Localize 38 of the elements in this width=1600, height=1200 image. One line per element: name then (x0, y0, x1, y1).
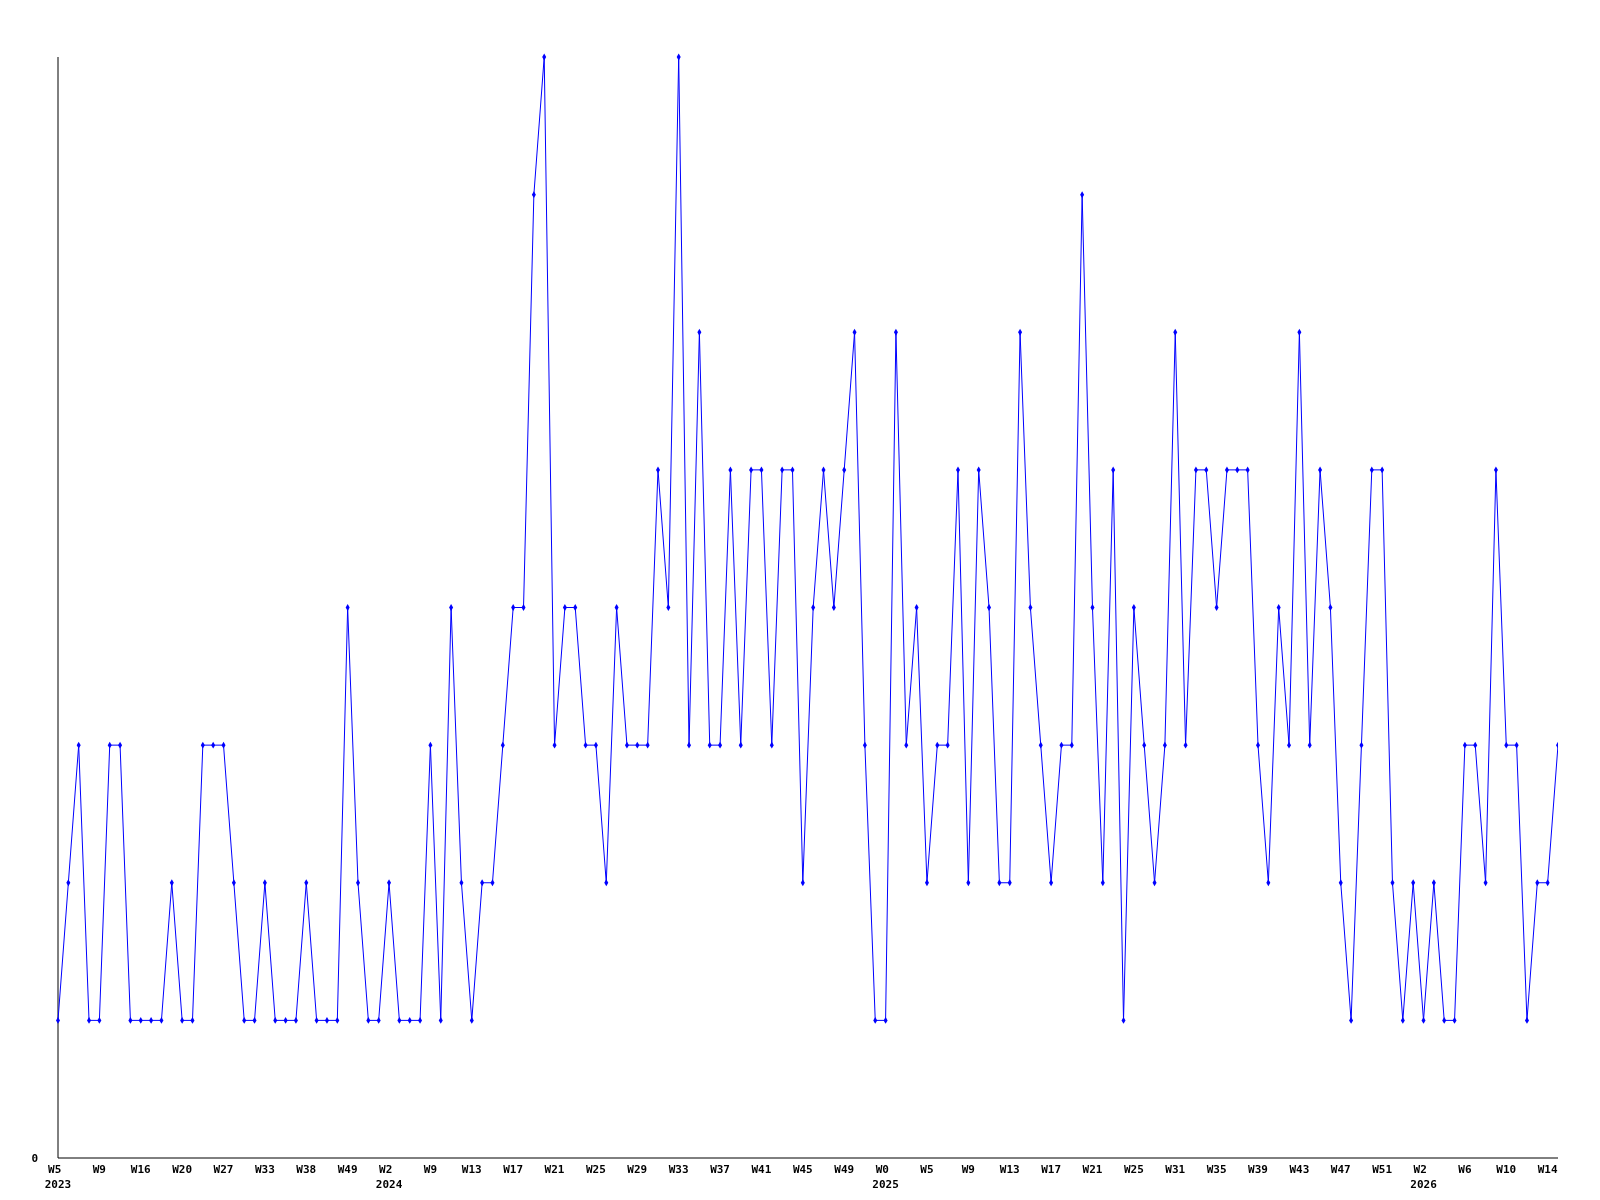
x-tick-label: W2 2024 (375, 1163, 403, 1191)
x-tick-label: W14 (1537, 1163, 1558, 1176)
x-tick-label: W20 (172, 1163, 193, 1176)
x-tick-label: W49 (834, 1163, 855, 1176)
x-tick-label: W2 2026 (1410, 1163, 1438, 1191)
x-tick-label: W17 (503, 1163, 524, 1176)
x-tick-label: W5 (920, 1163, 934, 1176)
x-tick-label: W27 (213, 1163, 234, 1176)
x-tick-label: W16 (130, 1163, 152, 1176)
x-tick-label: W13 (999, 1163, 1020, 1176)
x-tick-label: W33 (668, 1163, 689, 1176)
x-tick-label: W43 (1289, 1163, 1310, 1176)
x-tick-label: W25 (1123, 1163, 1144, 1176)
x-tick-label: W37 (710, 1163, 731, 1176)
x-tick-label: W9 (961, 1163, 975, 1176)
x-tick-label: W29 (627, 1163, 648, 1176)
x-tick-label: W13 (461, 1163, 482, 1176)
x-tick-label: W0 2025 (872, 1163, 899, 1191)
x-tick-label: W17 (1041, 1163, 1062, 1176)
x-tick-label: W35 (1206, 1163, 1227, 1176)
x-tick-label: W21 (1082, 1163, 1103, 1176)
x-tick-label: W31 (1165, 1163, 1186, 1176)
x-tick-label: W6 (1458, 1163, 1472, 1176)
x-tick-label: W41 (751, 1163, 772, 1176)
x-tick-label: W5 2023 (44, 1163, 72, 1191)
x-tick-label: W21 (544, 1163, 565, 1176)
x-tick-label: W25 (585, 1163, 606, 1176)
x-tick-label: W38 (296, 1163, 317, 1176)
x-tick-label: W49 (337, 1163, 358, 1176)
x-tick-label: W39 (1248, 1163, 1268, 1176)
text: 0 (31, 1152, 38, 1165)
x-tick-label: W10 (1496, 1163, 1517, 1176)
x-tick-label: W47 (1330, 1163, 1351, 1176)
x-tick-label: W9 (92, 1163, 106, 1176)
x-tick-label: W33 (254, 1163, 275, 1176)
x-tick-label: W45 (792, 1163, 813, 1176)
x-tick-label: W9 (423, 1163, 438, 1176)
x-tick-label: W51 (1372, 1163, 1393, 1176)
